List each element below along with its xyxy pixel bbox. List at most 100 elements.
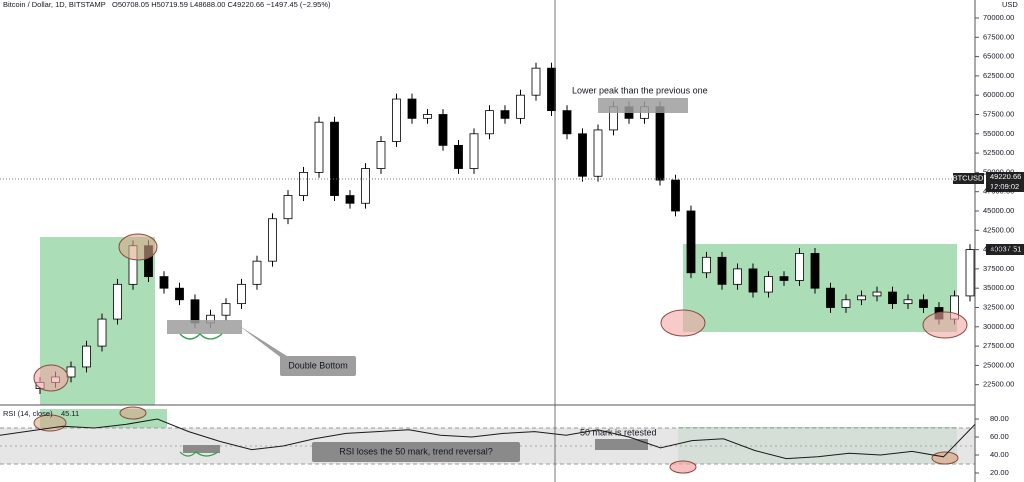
highlight-box bbox=[167, 320, 242, 334]
candle-body bbox=[764, 276, 773, 293]
y-tick-label: 25000.00 bbox=[983, 360, 1014, 369]
y-tick-label: 55000.00 bbox=[983, 129, 1014, 138]
annotation: Double Bottom bbox=[288, 360, 348, 370]
circle-marker bbox=[118, 233, 158, 261]
candle-body bbox=[547, 67, 556, 112]
y-tick-label: 60.00 bbox=[990, 432, 1009, 441]
y-tick-label: 57500.00 bbox=[983, 109, 1014, 118]
y-tick-label: 30000.00 bbox=[983, 322, 1014, 331]
candle-body bbox=[500, 110, 510, 119]
annotation: RSI loses the 50 mark, trend reversal? bbox=[339, 446, 493, 456]
candle-body bbox=[702, 256, 711, 274]
y-tick-label: 22500.00 bbox=[983, 380, 1014, 389]
y-tick-label: 20.00 bbox=[990, 468, 1009, 477]
circle-marker bbox=[119, 406, 147, 420]
rsi-line bbox=[0, 418, 976, 460]
candle-body bbox=[485, 110, 494, 135]
callout-box bbox=[280, 356, 356, 376]
candle-body bbox=[795, 253, 804, 281]
symbol-label: BTCUSD bbox=[953, 173, 984, 182]
rsi-last: 45.11 bbox=[61, 409, 79, 418]
rsi-title: RSI (14, close) bbox=[3, 409, 53, 418]
candle-body bbox=[733, 268, 742, 285]
header-title: Bitcoin / Dollar, 1D, BITSTAMP bbox=[3, 0, 106, 9]
y-tick-label: 42500.00 bbox=[983, 225, 1014, 234]
candle-body bbox=[841, 299, 851, 308]
y-tick-label: 40.00 bbox=[990, 450, 1009, 459]
circle-marker bbox=[922, 311, 968, 339]
candle-body bbox=[330, 121, 339, 196]
symbol-label-box bbox=[953, 173, 984, 184]
candle-body bbox=[748, 268, 758, 293]
candle-body bbox=[562, 110, 572, 135]
candle-body bbox=[113, 283, 122, 320]
y-tick-label: 45000.00 bbox=[983, 206, 1014, 215]
candle-body bbox=[252, 260, 262, 285]
candle-body bbox=[361, 168, 370, 204]
candle-body bbox=[392, 98, 401, 142]
highlight-zone bbox=[683, 244, 957, 332]
y-tick-label: 47500.00 bbox=[983, 187, 1014, 196]
candle-body bbox=[779, 276, 789, 281]
highlight-box bbox=[183, 445, 220, 453]
candle-body bbox=[423, 114, 432, 119]
y-tick-label: 27500.00 bbox=[983, 341, 1014, 350]
annotation: Lower peak than the previous one bbox=[572, 85, 708, 95]
y-tick-label: 67500.00 bbox=[983, 32, 1014, 41]
candle-body bbox=[454, 144, 463, 169]
highlight-box bbox=[598, 98, 688, 113]
y-tick-label: 52500.00 bbox=[983, 148, 1014, 157]
candle-body bbox=[237, 283, 246, 305]
y-tick-label: 60000.00 bbox=[983, 90, 1014, 99]
candle-body bbox=[671, 179, 680, 212]
y-tick-label: 50000.00 bbox=[983, 167, 1014, 176]
candle-body bbox=[407, 98, 417, 119]
currency: USD bbox=[1002, 0, 1018, 9]
y-tick-label: 80.00 bbox=[990, 414, 1009, 423]
circle-marker bbox=[931, 451, 959, 465]
candle-body bbox=[826, 287, 835, 308]
double-bottom-arc bbox=[179, 451, 219, 457]
header-ohlc: O50708.05 H50719.59 L48688.00 C49220.66 … bbox=[112, 0, 331, 9]
candle-body bbox=[717, 256, 727, 285]
annotation: 50 mark is retested bbox=[580, 427, 657, 437]
candle-body bbox=[531, 67, 541, 96]
candle-body bbox=[66, 366, 76, 378]
y-tick-label: 35000.00 bbox=[983, 283, 1014, 292]
y-tick-label: 37500.00 bbox=[983, 264, 1014, 273]
circle-marker bbox=[33, 364, 69, 392]
candle-body bbox=[593, 129, 603, 177]
candle-body bbox=[175, 287, 184, 301]
candle-body bbox=[655, 106, 665, 181]
candle-body bbox=[190, 299, 200, 324]
y-tick-label: 40000.00 bbox=[983, 245, 1014, 254]
candle-body bbox=[965, 249, 975, 297]
candle-body bbox=[283, 195, 293, 220]
highlight-box bbox=[595, 439, 648, 450]
candle-body bbox=[686, 210, 696, 274]
price-label-box bbox=[986, 172, 1024, 192]
candle-body bbox=[221, 303, 231, 316]
candle-body bbox=[919, 299, 928, 308]
candle-body bbox=[469, 133, 479, 169]
y-tick-label: 62500.00 bbox=[983, 71, 1014, 80]
candle-body bbox=[268, 218, 277, 262]
candle-body bbox=[888, 291, 897, 305]
double-bottom-arc bbox=[179, 333, 223, 340]
marker-price: 40037.51 bbox=[990, 244, 1021, 253]
candle-body bbox=[159, 276, 169, 289]
callout-box bbox=[312, 442, 520, 462]
price-label-box bbox=[986, 244, 1024, 255]
candle-body bbox=[314, 121, 324, 173]
candle-body bbox=[903, 299, 913, 305]
candle-body bbox=[376, 141, 386, 169]
y-tick-label: 65000.00 bbox=[983, 52, 1014, 61]
countdown: 12:09:02 bbox=[990, 182, 1019, 191]
candle-body bbox=[97, 318, 107, 347]
candle-body bbox=[438, 114, 448, 146]
candle-body bbox=[82, 345, 91, 368]
circle-marker bbox=[660, 309, 706, 337]
candle-body bbox=[857, 295, 866, 301]
y-tick-label: 32500.00 bbox=[983, 302, 1014, 311]
